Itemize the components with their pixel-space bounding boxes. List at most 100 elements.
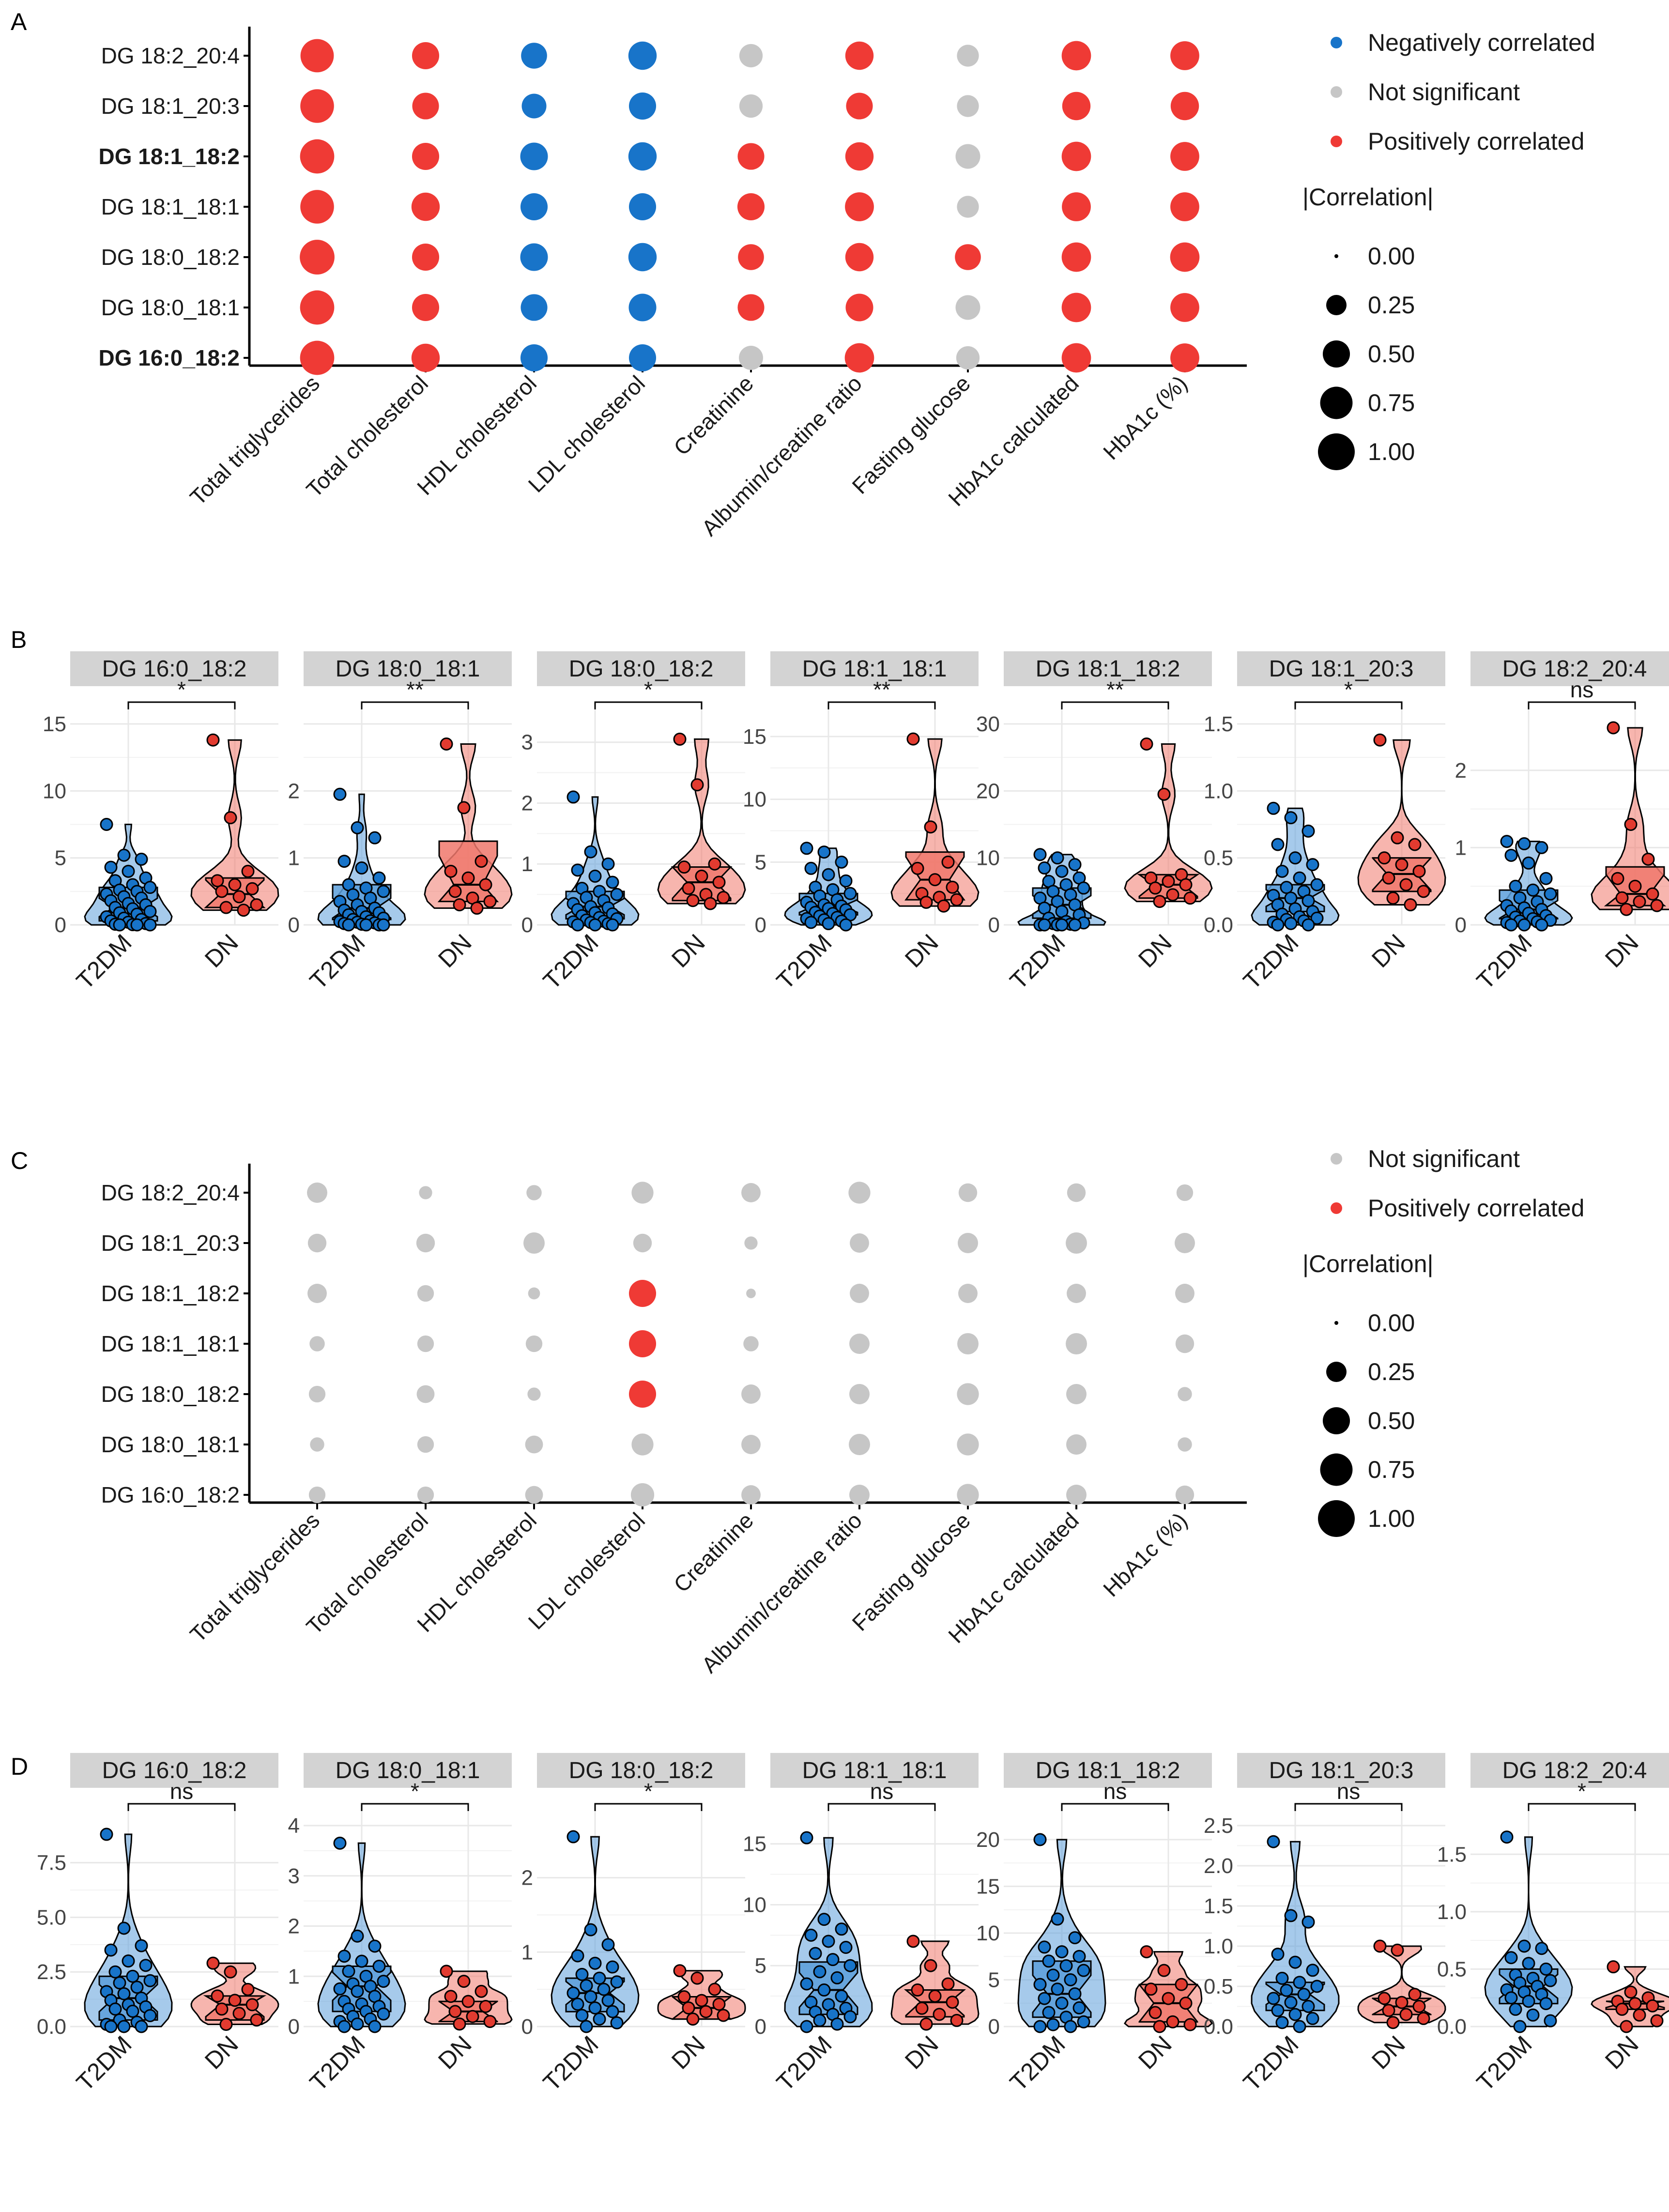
legend-size-dot-1 [1326, 295, 1347, 315]
point-t2dm [359, 918, 373, 932]
point-dn [448, 2005, 462, 2018]
point-dn [950, 2013, 964, 2027]
y-tick-label: 2 [521, 1866, 533, 1890]
y-tick-label: 1 [1455, 836, 1467, 860]
point-t2dm [122, 1954, 135, 1968]
point-dn [1373, 1939, 1387, 1953]
point-dn [1162, 1992, 1175, 2005]
legend-dot-not-significant [1331, 1153, 1342, 1165]
point-t2dm [1275, 1971, 1289, 1985]
point-t2dm [1271, 1948, 1285, 1961]
point-t2dm [1284, 1909, 1298, 1922]
point-t2dm [1042, 1954, 1056, 1968]
facet-strip [770, 1753, 979, 1788]
bubble-dg-16-0-18-2-fasting-glucose [957, 1484, 979, 1506]
point-t2dm [571, 1949, 584, 1963]
bubble-dg-18-1-20-3-hba1c [1170, 92, 1199, 121]
point-t2dm [117, 1987, 131, 2000]
point-dn [937, 899, 950, 913]
bubble-dg-16-0-18-2-ldl-cholesterol [630, 1483, 655, 1507]
bubble-dg-18-0-18-1-hba1c-calculated [1061, 292, 1091, 323]
y-tick-label-dg-18-1-20-3: DG 18:1_20:3 [101, 1230, 240, 1256]
point-dn [946, 1996, 959, 2009]
point-t2dm [1267, 1835, 1280, 1848]
facet-title: DG 18:2_20:4 [1502, 656, 1647, 682]
point-dn [1378, 1992, 1391, 2005]
point-dn [219, 2017, 233, 2031]
point-t2dm [342, 1965, 355, 1978]
legend-size-label-1: 0.25 [1368, 1358, 1415, 1385]
point-t2dm [135, 1939, 148, 1952]
point-dn [915, 2001, 929, 2015]
point-t2dm [1284, 917, 1298, 930]
bubble-dg-18-1-18-1-fasting-glucose [957, 1333, 979, 1354]
significance-bracket [127, 701, 236, 709]
facet-title: DG 16:0_18:2 [102, 656, 247, 682]
point-t2dm [1504, 1951, 1518, 1965]
point-t2dm [584, 1923, 597, 1936]
bubble-dg-18-0-18-1-total-triglycerides [310, 1437, 324, 1452]
bubble-dg-18-2-20-4-ldl-cholesterol [628, 41, 657, 70]
bubble-dg-18-2-20-4-total-triglycerides [307, 1183, 327, 1203]
point-dn [686, 2012, 700, 2026]
point-dn [457, 801, 471, 814]
bubble-dg-18-1-18-2-fasting-glucose [958, 1284, 978, 1303]
point-t2dm [1302, 894, 1315, 907]
point-t2dm [1033, 848, 1047, 861]
significance-label: ns [1570, 677, 1594, 702]
legend-label-negatively-correlated: Negatively correlated [1368, 29, 1595, 56]
point-dn [906, 1935, 920, 1948]
point-dn [448, 885, 462, 898]
point-t2dm [1526, 883, 1540, 897]
point-t2dm [830, 1971, 844, 1984]
bubble-dg-18-1-18-2-ldl-cholesterol [628, 1279, 657, 1307]
point-dn [475, 1984, 488, 1998]
bubble-dg-18-0-18-1-fasting-glucose [957, 1433, 979, 1456]
facet-title: DG 18:1_20:3 [1269, 1758, 1414, 1783]
bubble-dg-18-0-18-1-ldl-cholesterol [631, 1433, 654, 1456]
y-tick-label: 0.5 [1204, 1975, 1233, 1998]
point-t2dm [1306, 1964, 1319, 1977]
point-t2dm [567, 1830, 580, 1843]
bubble-dg-18-1-18-1-fasting-glucose [957, 196, 979, 218]
bubble-dg-16-0-18-2-fasting-glucose [956, 346, 980, 370]
point-t2dm [337, 1950, 351, 1963]
facet-strip [1470, 1753, 1669, 1788]
point-t2dm [351, 821, 364, 834]
point-t2dm [1077, 1964, 1090, 1977]
y-tick-label: 10 [43, 779, 66, 803]
significance-bracket [1061, 1803, 1169, 1811]
legend-dot-positively-correlated [1331, 136, 1342, 147]
legend-size-dot-3 [1320, 1453, 1353, 1486]
point-t2dm [135, 852, 148, 866]
y-tick-label-dg-18-1-20-3: DG 18:1_20:3 [101, 93, 240, 119]
bubble-dg-18-0-18-1-fasting-glucose [955, 295, 980, 320]
point-t2dm [826, 1953, 840, 1966]
point-t2dm [1064, 1973, 1077, 1986]
bubble-dg-18-1-20-3-hdl-cholesterol [523, 1232, 545, 1254]
point-dn [1144, 1982, 1158, 1996]
point-dn [1412, 2000, 1426, 2013]
point-t2dm [126, 2004, 139, 2018]
legend-size-dot-0 [1334, 1321, 1338, 1325]
bubble-dg-18-2-20-4-total-cholesterol [419, 1186, 432, 1199]
point-dn [906, 732, 920, 746]
bubble-dg-18-1-20-3-fasting-glucose [958, 1233, 978, 1253]
point-dn [1153, 895, 1166, 908]
significance-bracket [594, 1803, 703, 1811]
bubble-dg-18-1-18-1-hdl-cholesterol [525, 1335, 543, 1352]
y-tick-label: 10 [743, 788, 766, 812]
bubble-dg-18-2-20-4-albumin-creatine-ratio [845, 41, 874, 70]
point-dn [250, 898, 263, 911]
y-tick-label: 20 [976, 1828, 1000, 1852]
point-t2dm [1297, 1988, 1311, 2001]
y-tick-label-dg-18-0-18-1: DG 18:0_18:1 [101, 1432, 240, 1457]
point-t2dm [839, 1941, 853, 1954]
point-dn [708, 857, 721, 871]
point-t2dm [113, 1976, 126, 1990]
significance-label: * [177, 677, 186, 702]
point-t2dm [575, 2009, 589, 2022]
point-dn [1611, 872, 1624, 885]
bubble-dg-18-1-18-1-ldl-cholesterol [628, 193, 657, 221]
point-dn [206, 1956, 220, 1970]
